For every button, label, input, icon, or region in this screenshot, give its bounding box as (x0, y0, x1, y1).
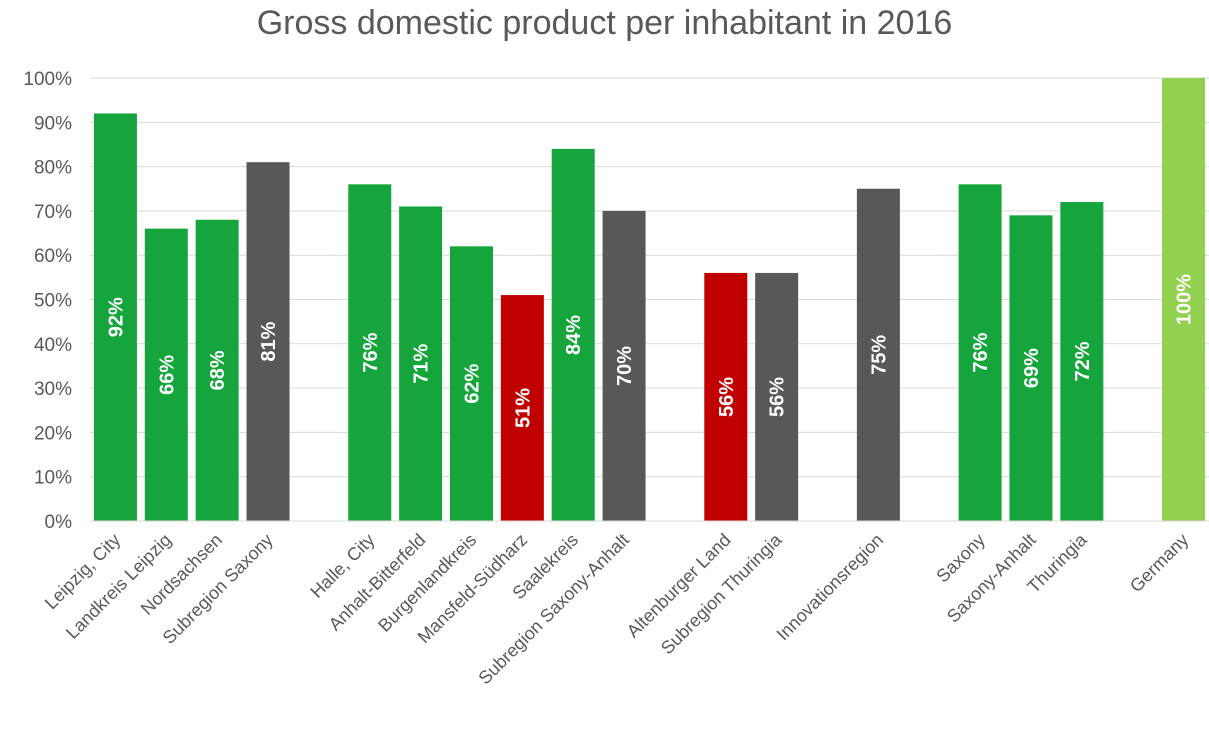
data-label: 62% (461, 363, 483, 403)
data-label: 66% (156, 355, 178, 395)
y-tick-label: 70% (34, 202, 72, 223)
data-label: 71% (411, 344, 433, 384)
bar (704, 272, 748, 521)
data-label: 81% (258, 321, 280, 361)
x-tick-label: Germany (1126, 530, 1192, 596)
bar (1009, 215, 1053, 521)
data-label: 68% (207, 350, 229, 390)
y-tick-label: 90% (34, 113, 72, 134)
bars (93, 78, 1206, 522)
bar (551, 148, 595, 521)
data-label: 92% (105, 297, 127, 337)
data-label: 70% (614, 346, 636, 386)
y-axis-ticks: 0% 10% 20% 30% 40% 50% 60% 70% 80% 90% 100% (23, 69, 72, 533)
bar (755, 272, 799, 521)
y-tick-label: 20% (34, 423, 72, 444)
bar (195, 219, 239, 521)
bar (348, 184, 392, 521)
bar (500, 295, 544, 521)
y-tick-label: 30% (34, 379, 72, 400)
data-label: 56% (716, 377, 738, 417)
bar (856, 188, 900, 521)
y-tick-label: 80% (34, 158, 72, 179)
y-tick-label: 50% (34, 291, 72, 312)
bar (246, 162, 290, 522)
bar (602, 210, 646, 521)
y-tick-label: 60% (34, 246, 72, 267)
data-labels: 92% 66% 68% 81% 76% 71% 62% 51% 84% 70% 56% 56% 75% 7… (105, 274, 1195, 428)
data-label: 76% (360, 332, 382, 372)
data-label: 56% (767, 377, 789, 417)
data-label: 84% (563, 315, 585, 355)
y-tick-label: 40% (34, 335, 72, 356)
data-label: 100% (1174, 274, 1196, 325)
x-tick-label: Saxony-Anhalt (943, 530, 1040, 627)
x-tick-label: Innovationsregion (773, 530, 888, 645)
bar (449, 246, 493, 521)
data-label: 51% (512, 388, 534, 428)
data-label: 72% (1072, 341, 1094, 381)
bar (958, 184, 1002, 521)
chart-title: Gross domestic product per inhabitant in… (256, 4, 953, 42)
bar (399, 206, 443, 521)
y-tick-label: 10% (34, 468, 72, 489)
data-label: 69% (1021, 348, 1043, 388)
data-label: 75% (868, 335, 890, 375)
y-tick-label: 100% (23, 69, 72, 90)
bar (144, 228, 188, 521)
bar (1162, 78, 1206, 521)
bar (1060, 202, 1104, 522)
y-tick-label: 0% (45, 512, 73, 533)
bar (93, 113, 137, 521)
data-label: 76% (970, 332, 992, 372)
